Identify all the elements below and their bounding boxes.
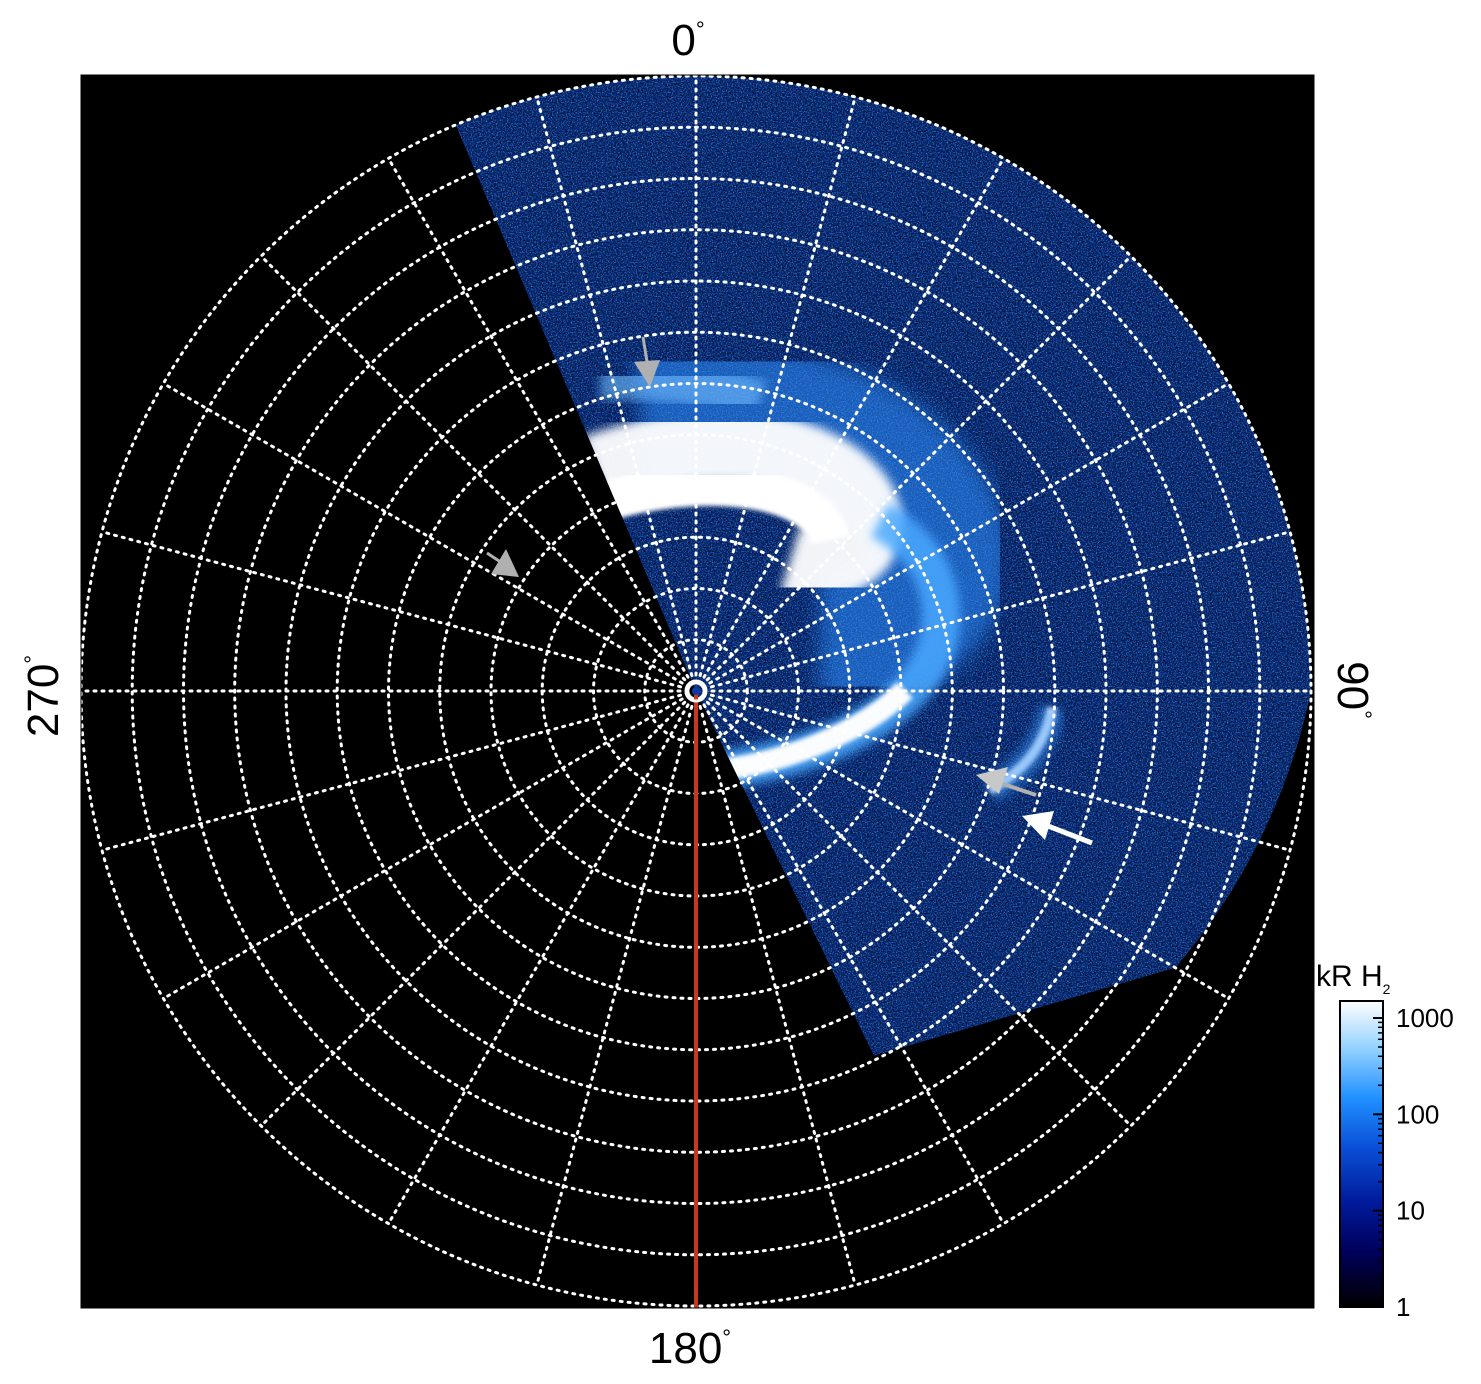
grid-spoke [694, 382, 1231, 693]
arrow-gray-upper [634, 336, 660, 387]
angle-label-bottom: 180° [649, 1324, 731, 1373]
grid-spoke [259, 689, 698, 1128]
angle-labels: 0° 180° 270° 90° [19, 16, 1377, 1373]
colorbar-title: kR H2 [1316, 960, 1391, 997]
colorbar-ticks: 1 10 100 1000 [1373, 1003, 1454, 1322]
grid-ring [81, 75, 1313, 1308]
grid-spoke [694, 156, 1005, 693]
grid-spoke [535, 95, 698, 693]
pole-marker [684, 679, 708, 703]
grid-spoke [694, 689, 1133, 1128]
grid-spoke [694, 689, 1292, 852]
colorbar-gradient [1339, 1000, 1384, 1308]
angle-label-right: 90° [1328, 661, 1377, 719]
grid-spoke [694, 689, 1231, 1000]
grid-spoke [100, 689, 698, 852]
grid-spoke [259, 254, 698, 693]
grid-ring [233, 228, 1159, 1154]
grid-spoke [161, 382, 698, 693]
grid-spoke [694, 689, 1005, 1226]
arrow-white-right [1022, 811, 1093, 846]
grid-spoke [694, 254, 1133, 693]
grid-spoke [535, 689, 698, 1287]
arrow-gray-right [976, 767, 1037, 797]
plot-frame [80, 74, 1315, 1309]
grid-spoke [694, 95, 857, 693]
grid-spoke [694, 530, 1292, 693]
annotation-arrows [486, 336, 1093, 846]
aurora-image [455, 76, 1311, 1056]
grid-spoke [387, 156, 698, 693]
main-auroral-oval [582, 338, 1010, 789]
colorbar-tick-label: 1 [1396, 1292, 1410, 1322]
grid-spoke [100, 530, 698, 693]
grid-spoke [694, 689, 857, 1287]
colorbar-tick-label: 1000 [1396, 1003, 1454, 1033]
arrow-gray-left [486, 549, 519, 577]
colorbar: kR H2 1 10 100 1000 [1316, 960, 1454, 1322]
grid-spoke [161, 689, 698, 1000]
colorbar-tick-label: 100 [1396, 1099, 1439, 1129]
colorbar-tick-label: 10 [1396, 1196, 1425, 1226]
angle-label-left: 270° [19, 655, 68, 737]
grid-spoke [387, 689, 698, 1226]
grid-ring [130, 125, 1262, 1257]
angle-label-top: 0° [671, 16, 704, 65]
